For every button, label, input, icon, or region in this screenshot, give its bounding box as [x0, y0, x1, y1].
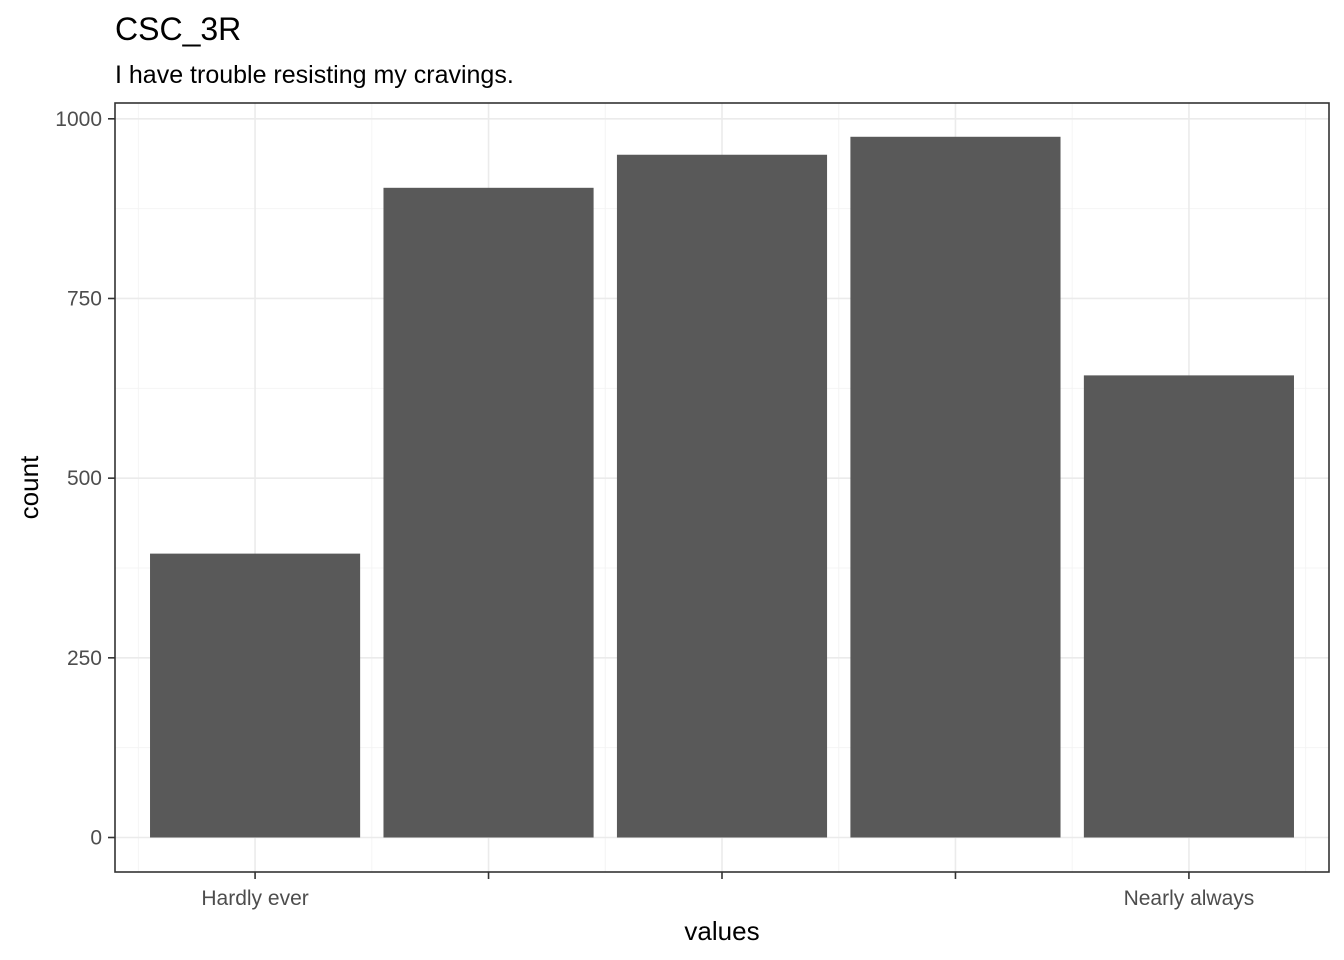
y-tick-label: 250	[67, 647, 102, 670]
bar	[850, 136, 1061, 838]
y-axis-title: count	[14, 455, 44, 519]
bar	[1083, 375, 1294, 838]
y-tick-label: 750	[67, 287, 102, 310]
bars	[150, 136, 1294, 838]
y-tick-label: 0	[90, 827, 102, 850]
chart-title: CSC_3R	[115, 11, 241, 47]
y-axis: 0 250 500 750 1000	[55, 108, 115, 850]
x-axis: Hardly ever Nearly always	[201, 872, 1254, 910]
bar	[383, 187, 594, 838]
x-tick-label: Nearly always	[1124, 887, 1255, 910]
chart-subtitle: I have trouble resisting my cravings.	[115, 61, 514, 89]
y-tick-label: 500	[67, 467, 102, 490]
bar	[616, 154, 828, 838]
x-tick-label: Hardly ever	[201, 887, 308, 910]
bar	[150, 553, 361, 838]
y-tick-label: 1000	[55, 108, 102, 131]
x-axis-title: values	[684, 916, 759, 946]
